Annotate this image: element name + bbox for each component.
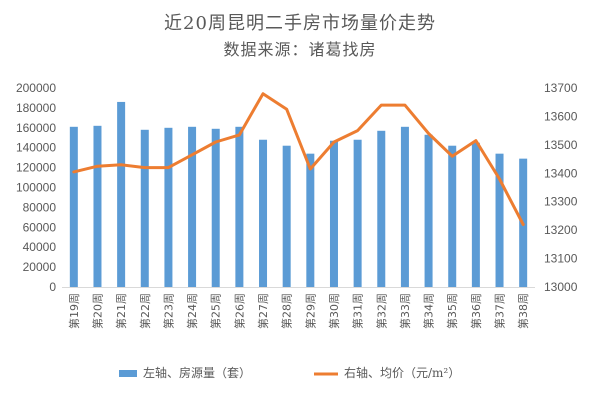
category-label: 第32周 <box>374 293 388 329</box>
price-line <box>72 92 525 226</box>
category-label: 第27周 <box>256 293 270 329</box>
category-label: 第28周 <box>280 293 294 329</box>
bar <box>188 126 197 288</box>
left-axis-tick-label: 60000 <box>23 220 57 234</box>
bar <box>164 127 173 287</box>
bar <box>140 129 149 287</box>
bar <box>259 139 268 287</box>
right-axis-tick-label: 13600 <box>544 109 578 123</box>
category-label: 第30周 <box>327 293 341 329</box>
legend-line-label: 右轴、均价（元/m²） <box>344 365 460 380</box>
bar <box>235 126 244 288</box>
category-label: 第34周 <box>422 293 436 329</box>
category-label: 第36周 <box>469 293 483 329</box>
category-label: 第33周 <box>398 293 412 329</box>
bar <box>424 134 433 287</box>
left-axis-tick-label: 100000 <box>16 181 56 195</box>
category-label: 第31周 <box>351 293 365 329</box>
category-label: 第22周 <box>138 293 152 329</box>
bar <box>117 101 126 288</box>
bar <box>448 145 457 287</box>
bar <box>69 126 78 288</box>
category-label: 第19周 <box>67 293 81 329</box>
category-label: 第38周 <box>516 293 530 329</box>
right-axis-tick-label: 13300 <box>544 195 578 209</box>
category-label: 第25周 <box>209 293 223 329</box>
bar <box>471 142 480 287</box>
category-label: 第26周 <box>232 293 246 329</box>
bar <box>495 153 504 287</box>
right-axis-tick-label: 13400 <box>544 166 578 180</box>
left-axis-tick-label: 120000 <box>16 161 56 175</box>
bar <box>282 145 291 287</box>
left-axis-tick-label: 200000 <box>16 81 56 95</box>
right-axis-tick-label: 13000 <box>544 280 578 294</box>
category-label: 第21周 <box>114 293 128 329</box>
bar <box>306 153 315 287</box>
bar <box>377 130 386 287</box>
category-label: 第23周 <box>161 293 175 329</box>
category-label: 第35周 <box>445 293 459 329</box>
category-label: 第20周 <box>90 293 104 329</box>
right-axis-tick-label: 13700 <box>544 81 578 95</box>
bar <box>400 126 409 288</box>
left-axis-tick-label: 160000 <box>16 121 56 135</box>
left-axis-tick-label: 0 <box>49 280 56 294</box>
left-axis-tick-label: 20000 <box>23 260 57 274</box>
right-axis-tick-label: 13100 <box>544 252 578 266</box>
left-axis-tick-label: 40000 <box>23 240 57 254</box>
category-label: 第37周 <box>493 293 507 329</box>
legend-bar-label: 左轴、房源量（套） <box>143 365 251 380</box>
right-axis-tick-label: 13500 <box>544 138 578 152</box>
bar <box>93 125 102 287</box>
bar <box>353 139 362 287</box>
category-label: 第29周 <box>303 293 317 329</box>
chart-subtitle: 数据来源：诸葛找房 <box>223 40 377 59</box>
bar <box>329 140 338 287</box>
left-axis-tick-label: 180000 <box>16 101 56 115</box>
category-label: 第24周 <box>185 293 199 329</box>
legend-bar-swatch <box>119 370 137 377</box>
left-axis-tick-label: 140000 <box>16 141 56 155</box>
left-axis-tick-label: 80000 <box>23 200 57 214</box>
right-axis-tick-label: 13200 <box>544 223 578 237</box>
bar <box>211 128 220 287</box>
chart-title: 近20周昆明二手房市场量价走势 <box>164 13 436 34</box>
